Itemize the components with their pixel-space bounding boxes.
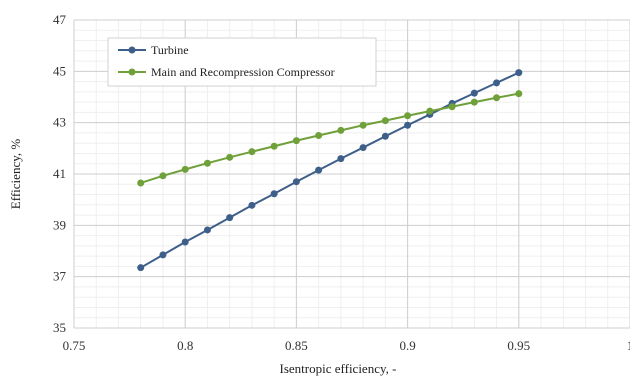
x-tick-label: 0.95: [507, 338, 530, 353]
y-tick-label: 35: [53, 320, 66, 335]
y-tick-label: 45: [53, 63, 66, 78]
data-point-turbine: [470, 89, 478, 97]
legend-box: [107, 37, 377, 87]
x-tick-label: 0.85: [285, 338, 308, 353]
data-point-turbine: [515, 69, 523, 77]
data-point-compressor: [226, 153, 234, 161]
data-point-compressor: [270, 142, 278, 150]
data-point-turbine: [493, 79, 501, 87]
legend-label-compressor: Main and Recompression Compressor: [151, 65, 335, 79]
legend-entry-compressor: Main and Recompression Compressor: [118, 65, 335, 79]
series-line-compressor: [140, 92, 519, 184]
y-axis-tick-labels: 35 37 39 41 43 45 47: [53, 12, 67, 335]
legend-marker-turbine: [128, 46, 136, 54]
y-tick-label: 37: [53, 269, 67, 284]
data-point-turbine: [292, 178, 300, 186]
series-line-turbine: [140, 71, 520, 269]
data-point-compressor: [337, 126, 345, 134]
data-point-turbine: [337, 155, 345, 163]
data-point-compressor: [248, 148, 256, 156]
y-tick-label: 47: [53, 12, 67, 27]
legend-marker-compressor: [128, 68, 136, 76]
data-point-turbine: [315, 166, 323, 174]
data-point-compressor: [315, 132, 323, 139]
x-tick-label: 0.9: [399, 338, 415, 353]
data-point-turbine: [248, 201, 256, 209]
x-tick-label: 1: [627, 338, 630, 353]
data-point-turbine: [181, 238, 189, 246]
data-point-compressor: [292, 137, 300, 145]
x-axis-tick-labels: 0.75 0.8 0.85 0.9 0.95 1: [63, 338, 630, 353]
legend-label-turbine: Turbine: [151, 43, 189, 57]
data-point-compressor: [203, 159, 211, 167]
y-tick-label: 41: [53, 166, 66, 181]
data-point-turbine: [159, 251, 167, 259]
data-point-compressor: [493, 94, 501, 102]
data-point-compressor: [137, 179, 145, 187]
y-tick-label: 39: [53, 217, 66, 232]
x-axis-title: Isentropic efficiency, -: [280, 361, 397, 376]
data-point-turbine: [203, 226, 211, 234]
data-point-turbine: [137, 264, 145, 272]
data-point-turbine: [381, 132, 389, 140]
data-point-compressor: [181, 165, 189, 173]
data-point-compressor: [404, 112, 412, 120]
data-point-compressor: [359, 121, 367, 129]
x-tick-label: 0.75: [63, 338, 86, 353]
data-point-turbine: [270, 190, 278, 198]
data-point-compressor: [448, 103, 456, 111]
data-point-turbine: [226, 214, 234, 222]
series-layer: [137, 69, 523, 272]
x-tick-label: 0.8: [177, 338, 193, 353]
data-point-compressor: [159, 172, 167, 180]
y-axis-title: Efficiency, %: [8, 139, 23, 210]
data-point-compressor: [381, 117, 389, 125]
data-point-turbine: [359, 144, 367, 152]
legend-entry-turbine: Turbine: [118, 43, 189, 57]
data-point-compressor: [515, 90, 523, 98]
legend: Turbine Main and Recompression Compresso…: [107, 37, 377, 87]
data-point-compressor: [426, 107, 434, 115]
data-point-compressor: [470, 98, 478, 106]
data-point-turbine: [404, 121, 412, 129]
y-tick-label: 43: [53, 115, 66, 130]
